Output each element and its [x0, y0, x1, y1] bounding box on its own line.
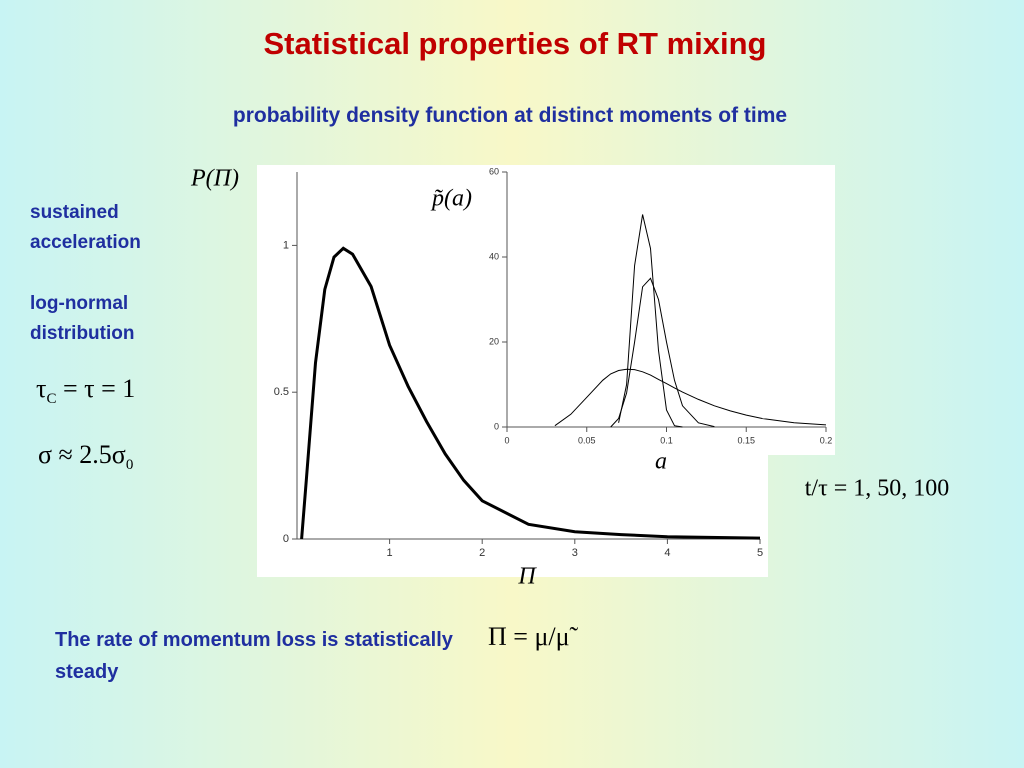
data-line [610, 277, 715, 428]
y-tick-label: 0.5 [274, 386, 289, 398]
data-line [554, 368, 827, 427]
side-label: log-normal distribution [30, 293, 135, 344]
y-axis-label: P(Π) [190, 166, 239, 192]
tau-formula: τC = τ = 1 [36, 374, 135, 408]
formula-part: τ [36, 374, 47, 403]
formula-sub: C [46, 391, 57, 408]
y-tick-label: 0 [283, 533, 289, 545]
x-tick-label: 1 [387, 547, 393, 559]
formula-sub: 0 [125, 457, 134, 474]
x-tick-label: 0.05 [578, 435, 596, 445]
side-label: sustained acceleration [30, 202, 141, 253]
y-axis-label: p̃(a) [430, 186, 472, 212]
y-tick-label: 20 [489, 336, 499, 346]
sigma-formula: σ ≈ 2.5σ0 [38, 440, 133, 474]
x-tick-label: 5 [757, 547, 763, 559]
data-line [300, 246, 761, 540]
x-tick-label: 0.15 [737, 435, 755, 445]
x-tick-label: 2 [479, 547, 485, 559]
formula-part: σ ≈ 2.5σ [38, 440, 126, 469]
x-axis-label: Π [517, 564, 537, 590]
subtitle: probability density function at distinct… [232, 104, 788, 127]
pi-formula: Π = μ/μ̃ [488, 622, 570, 651]
bottom-text: The rate of momentum loss is statistical… [55, 629, 453, 683]
title: Statistical properties of RT mixing [263, 26, 767, 61]
x-tick-label: 3 [572, 547, 578, 559]
x-tick-label: 4 [664, 547, 670, 559]
x-tick-label: 0 [504, 435, 509, 445]
plot-panel [465, 165, 835, 455]
data-line [618, 214, 683, 428]
formula-part: = τ = 1 [56, 374, 136, 403]
y-tick-label: 1 [283, 239, 289, 251]
x-axis-label: a [655, 449, 667, 475]
x-tick-label: 0.1 [660, 435, 673, 445]
y-tick-label: 0 [494, 421, 499, 431]
y-tick-label: 40 [489, 251, 499, 261]
y-tick-label: 60 [489, 166, 499, 176]
annotation: t/τ = 1, 50, 100 [805, 476, 950, 502]
x-tick-label: 0.2 [820, 435, 833, 445]
